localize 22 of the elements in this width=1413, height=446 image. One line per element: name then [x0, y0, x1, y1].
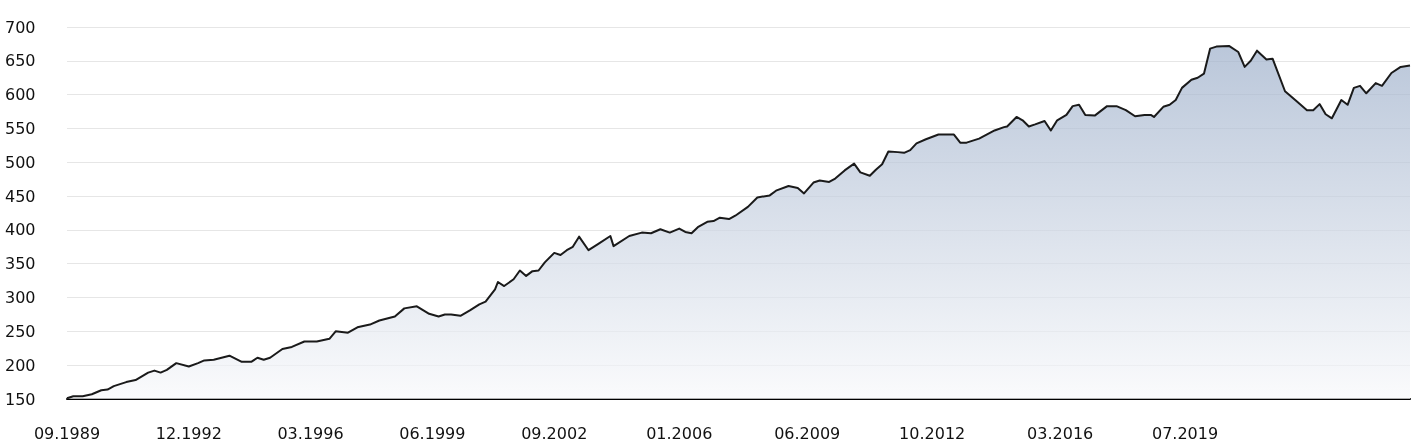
y-tick-label: 300 [5, 288, 36, 308]
x-tick-label: 12.1992 [155, 423, 222, 443]
x-tick-label: 09.2002 [521, 423, 588, 443]
y-tick-label: 250 [5, 321, 36, 341]
y-tick-label: 550 [5, 118, 36, 138]
y-tick-label: 200 [5, 355, 36, 375]
x-tick-label: 03.1996 [277, 423, 344, 443]
y-tick-label: 400 [5, 220, 36, 240]
x-tick-label: 06.1999 [399, 423, 466, 443]
x-tick-label: 06.2009 [774, 423, 841, 443]
y-tick-label: 600 [5, 85, 36, 105]
x-tick-label: 10.2012 [899, 423, 966, 443]
x-tick-label: 03.2016 [1027, 423, 1094, 443]
x-tick-label: 07.2019 [1151, 423, 1219, 443]
y-tick-label: 450 [5, 186, 36, 206]
x-tick-label: 01.2006 [646, 423, 713, 443]
x-tick-label: 09.1989 [33, 423, 101, 443]
y-tick-label: 350 [5, 254, 36, 274]
y-tick-label: 500 [5, 152, 36, 172]
y-tick-label: 700 [5, 17, 36, 37]
y-tick-label: 650 [5, 51, 36, 71]
y-tick-label: 150 [5, 389, 36, 409]
